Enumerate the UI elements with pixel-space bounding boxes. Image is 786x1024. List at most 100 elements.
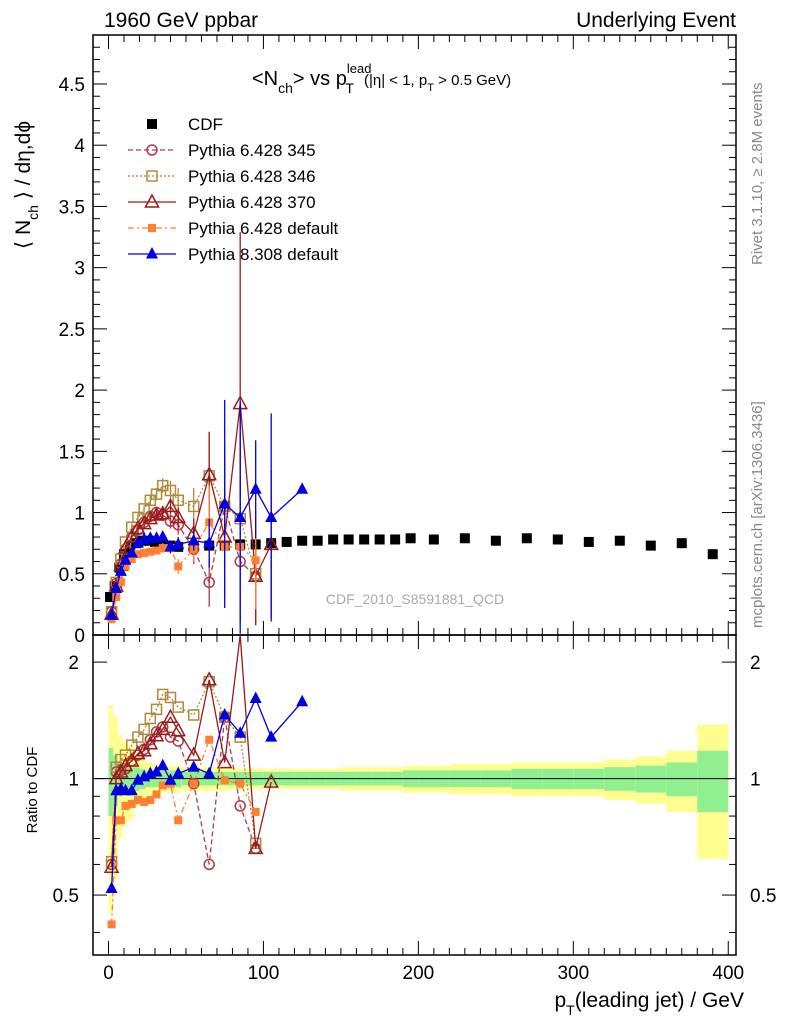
header-right: Underlying Event <box>576 9 736 32</box>
data-point <box>203 536 216 548</box>
data-point <box>162 497 179 513</box>
legend: CDF Pythia 6.428 345 Pythia 6.428 346 Pythi… <box>128 115 339 264</box>
data-point <box>127 555 136 564</box>
data-point <box>218 707 231 720</box>
y-tick-label: 1 <box>74 504 85 525</box>
legend-item: Pythia 6.428 346 <box>128 167 316 186</box>
data-point <box>116 816 125 825</box>
ratio-band-inner <box>635 765 667 793</box>
legend-marker <box>144 193 160 208</box>
data-point <box>405 533 416 544</box>
header-left: 1960 GeV ppbar <box>104 9 258 32</box>
data-point <box>249 691 262 704</box>
data-point <box>144 494 157 507</box>
y-tick-label: 3 <box>74 259 85 280</box>
legend-marker <box>146 247 158 259</box>
data-point <box>296 482 309 494</box>
mcplots-label: mcplots.cern.ch [arXiv:1306.3436] <box>749 401 766 628</box>
legend-marker <box>146 170 158 182</box>
data-point <box>201 671 217 686</box>
data-point <box>133 796 142 805</box>
data-point <box>105 881 118 893</box>
data-point <box>490 535 501 546</box>
y-tick-label-right: 0.5 <box>750 886 776 907</box>
data-point <box>328 534 339 545</box>
y-tick-label: 4.5 <box>59 75 85 96</box>
data-point <box>144 712 157 725</box>
data-point <box>152 790 161 799</box>
data-point <box>234 726 247 738</box>
data-point <box>127 799 136 808</box>
data-point <box>116 578 125 587</box>
data-point <box>146 547 155 556</box>
data-point <box>130 519 146 535</box>
data-point <box>121 801 130 810</box>
data-point <box>521 533 532 544</box>
data-point <box>374 534 385 545</box>
data-point <box>114 564 127 576</box>
data-point <box>164 773 177 785</box>
x-tick-label: 300 <box>557 963 589 984</box>
data-point <box>428 534 439 545</box>
data-point <box>123 752 140 767</box>
data-point <box>247 839 264 855</box>
watermark: CDF_2010_S8591881_QCD <box>326 591 504 607</box>
data-point <box>220 776 229 785</box>
data-point <box>265 510 278 522</box>
data-point <box>146 796 155 805</box>
data-point <box>187 777 200 790</box>
data-point <box>174 562 183 571</box>
ratio-band-inner <box>697 750 729 812</box>
data-point <box>203 576 215 589</box>
data-point <box>131 773 144 785</box>
data-point <box>249 482 262 494</box>
data-point <box>150 488 163 500</box>
data-point <box>142 510 159 525</box>
y-axis-label-ratio: Ratio to CDF <box>24 747 41 834</box>
x-tick-label: 100 <box>248 963 280 984</box>
legend-item: CDF <box>147 115 223 134</box>
legend-label: Pythia 6.428 346 <box>188 167 316 186</box>
plot-title: <Nch> vs plead T (|η| < 1, pT > 0.5 GeV) <box>252 61 511 96</box>
data-point <box>583 536 594 547</box>
data-point <box>130 745 146 760</box>
data-point <box>614 535 625 546</box>
x-tick-label: 200 <box>403 963 435 984</box>
data-point <box>105 608 118 620</box>
data-point <box>150 764 163 777</box>
series-pythia-6-428-370 <box>103 634 279 873</box>
data-point <box>174 816 183 825</box>
legend-item: Pythia 6.428 370 <box>128 193 316 212</box>
data-point <box>172 494 184 507</box>
data-point <box>123 528 140 543</box>
ratio-band-inner <box>122 765 128 793</box>
y-tick-label: 2 <box>74 381 85 402</box>
y-tick-label: 3.5 <box>59 197 85 218</box>
y-tick-label: 4 <box>74 136 85 157</box>
data-point <box>281 536 292 547</box>
y-tick-label: 1.5 <box>59 442 85 463</box>
x-axis-label: pT(leading jet) / GeV <box>554 989 744 1018</box>
series-pythia-6-428-370 <box>103 232 279 626</box>
legend-label: Pythia 6.428 345 <box>188 141 316 160</box>
data-point <box>136 514 152 530</box>
data-point <box>125 545 138 558</box>
data-point <box>112 816 121 825</box>
data-point <box>132 731 144 743</box>
data-point <box>154 720 171 736</box>
data-point <box>263 773 279 788</box>
data-point <box>296 694 309 707</box>
main-panel: 0 0.5 1 1.5 2 2.5 3 3.5 4 4.5 CDF_2010_S8591881_Q… <box>59 34 737 647</box>
data-point <box>707 549 718 560</box>
legend-label: CDF <box>188 115 223 134</box>
legend-marker <box>146 144 158 156</box>
data-point <box>156 758 169 771</box>
data-point <box>138 723 150 736</box>
data-point <box>234 510 247 522</box>
data-point <box>170 722 186 737</box>
data-point <box>216 753 233 769</box>
data-point <box>236 779 245 788</box>
ratio-frame <box>92 634 737 956</box>
data-point <box>172 537 185 549</box>
y-tick-label: 2.5 <box>59 320 85 341</box>
